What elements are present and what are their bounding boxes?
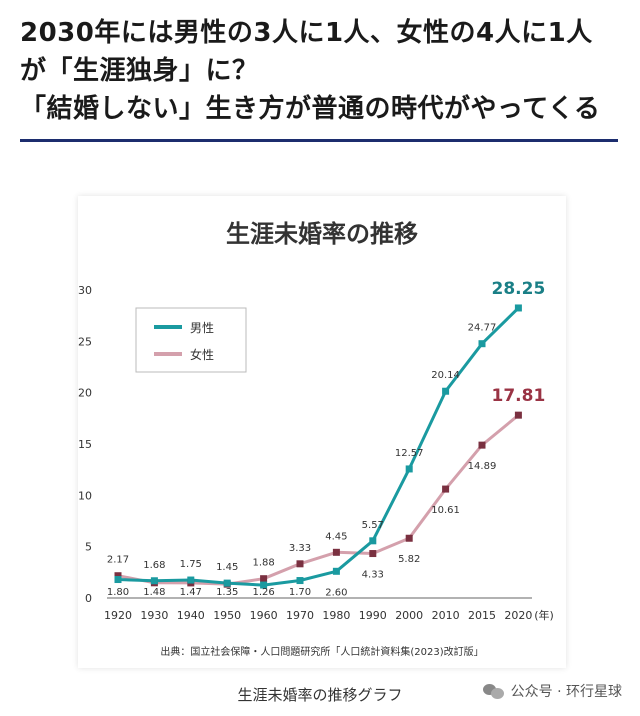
x-tick-label: 1920 (104, 609, 132, 622)
x-tick-label: 2010 (432, 609, 460, 622)
data-label-female: 17.81 (492, 386, 546, 406)
data-point-female (514, 411, 522, 419)
wechat-icon (482, 682, 505, 700)
data-label-female: 1.48 (143, 587, 165, 598)
data-point-female (296, 560, 304, 568)
data-label-male: 1.70 (289, 587, 311, 598)
y-tick-label: 0 (85, 592, 92, 605)
data-label-male: 1.45 (216, 562, 238, 573)
data-label-male: 28.25 (492, 279, 546, 299)
data-label-male: 2.60 (325, 587, 347, 598)
data-point-female (478, 441, 486, 449)
legend: 男性 女性 (135, 307, 247, 373)
series-line-female (117, 414, 520, 586)
legend-label-male: 男性 (190, 321, 214, 335)
data-point-male (405, 465, 413, 473)
x-tick-label: 1950 (213, 609, 241, 622)
x-tick-labels: 1920 1930 1940 1950 1960 1970 1980 1990 2000 2010… (104, 609, 532, 622)
series-markers (114, 304, 522, 589)
watermark-text: 公众号 · 环行星球 (510, 684, 622, 700)
y-tick-label: 20 (78, 387, 92, 400)
series-lines (117, 306, 520, 587)
watermark: 公众号 · 环行星球 (482, 681, 622, 701)
x-tick-label: 2020 (504, 609, 532, 622)
data-label-female: 1.88 (252, 558, 274, 569)
data-point-female (369, 550, 377, 558)
data-label-male: 12.57 (395, 448, 424, 459)
data-point-female (405, 534, 413, 542)
x-tick-label: 1980 (322, 609, 350, 622)
data-point-male (442, 387, 450, 395)
chart-title: 生涯未婚率の推移 (226, 220, 418, 248)
data-label-female: 14.89 (468, 461, 497, 472)
x-tick-label: 1930 (140, 609, 168, 622)
x-tick-label: 2015 (468, 609, 496, 622)
y-tick-label: 25 (78, 335, 92, 348)
data-label-male: 5.57 (362, 520, 384, 531)
data-label-female: 1.35 (216, 587, 238, 598)
data-label-male: 1.68 (143, 560, 165, 571)
y-tick-labels: 0 5 10 15 20 25 30 (78, 284, 92, 605)
series-line-male (117, 306, 520, 587)
data-label-male: 20.14 (431, 370, 460, 381)
legend-box (135, 307, 247, 373)
axes: (年) (107, 597, 554, 622)
x-tick-label: 1960 (250, 609, 278, 622)
chart-source: 出典：国立社会保障・人口問題研究所「人口統計資料集(2023)改訂版」 (160, 645, 483, 658)
data-point-male (114, 576, 122, 584)
figure-caption: 生涯未婚率の推移グラフ (237, 686, 403, 704)
x-tick-label: 1990 (359, 609, 387, 622)
data-label-female: 4.45 (325, 531, 347, 542)
data-point-female (442, 485, 450, 493)
data-label-female: 1.47 (180, 587, 202, 598)
data-label-female: 3.33 (289, 543, 311, 554)
data-point-male (150, 577, 158, 585)
x-tick-label: 1970 (286, 609, 314, 622)
data-point-female (114, 572, 122, 580)
y-tick-label: 5 (85, 541, 92, 554)
headline-line-1: 2030年には男性の3人に1人、女性の4人に1人 (20, 18, 593, 48)
data-point-female (260, 575, 268, 583)
data-point-male (369, 537, 377, 545)
y-tick-label: 10 (78, 489, 92, 502)
x-tick-label: 2000 (395, 609, 423, 622)
data-point-male (223, 579, 231, 587)
y-tick-label: 15 (78, 438, 92, 451)
data-label-female: 2.17 (107, 555, 129, 566)
y-tick-label: 30 (78, 284, 92, 297)
x-axis-unit: (年) (534, 608, 554, 622)
data-point-female (332, 548, 340, 556)
legend-label-female: 女性 (190, 347, 214, 362)
data-point-male (514, 304, 522, 312)
data-label-male: 1.26 (252, 587, 274, 598)
x-tick-label: 1940 (177, 609, 205, 622)
data-label-male: 1.80 (107, 587, 129, 598)
data-point-male (260, 581, 268, 589)
data-label-male: 1.75 (180, 559, 202, 570)
data-label-female: 5.82 (398, 554, 420, 565)
data-point-male (296, 577, 304, 585)
headline-underline (20, 139, 618, 142)
headline-line-3: 「結婚しない」生き方が普通の時代がやってくる (20, 94, 601, 124)
data-point-male (332, 567, 340, 575)
article-headline: 2030年には男性の3人に1人、女性の4人に1人 が「生涯独身」に？ 「結婚しな… (20, 14, 620, 128)
data-point-male (187, 576, 195, 584)
data-label-female: 4.33 (362, 570, 384, 581)
data-label-male: 24.77 (468, 323, 497, 334)
data-point-male (478, 340, 486, 348)
headline-line-2: が「生涯独身」に？ (20, 56, 259, 86)
data-labels: 1.80 2.17 1.68 1.48 1.75 1.47 1.45 1.35 1.26 1.88… (107, 279, 545, 598)
data-label-female: 10.61 (431, 505, 460, 516)
